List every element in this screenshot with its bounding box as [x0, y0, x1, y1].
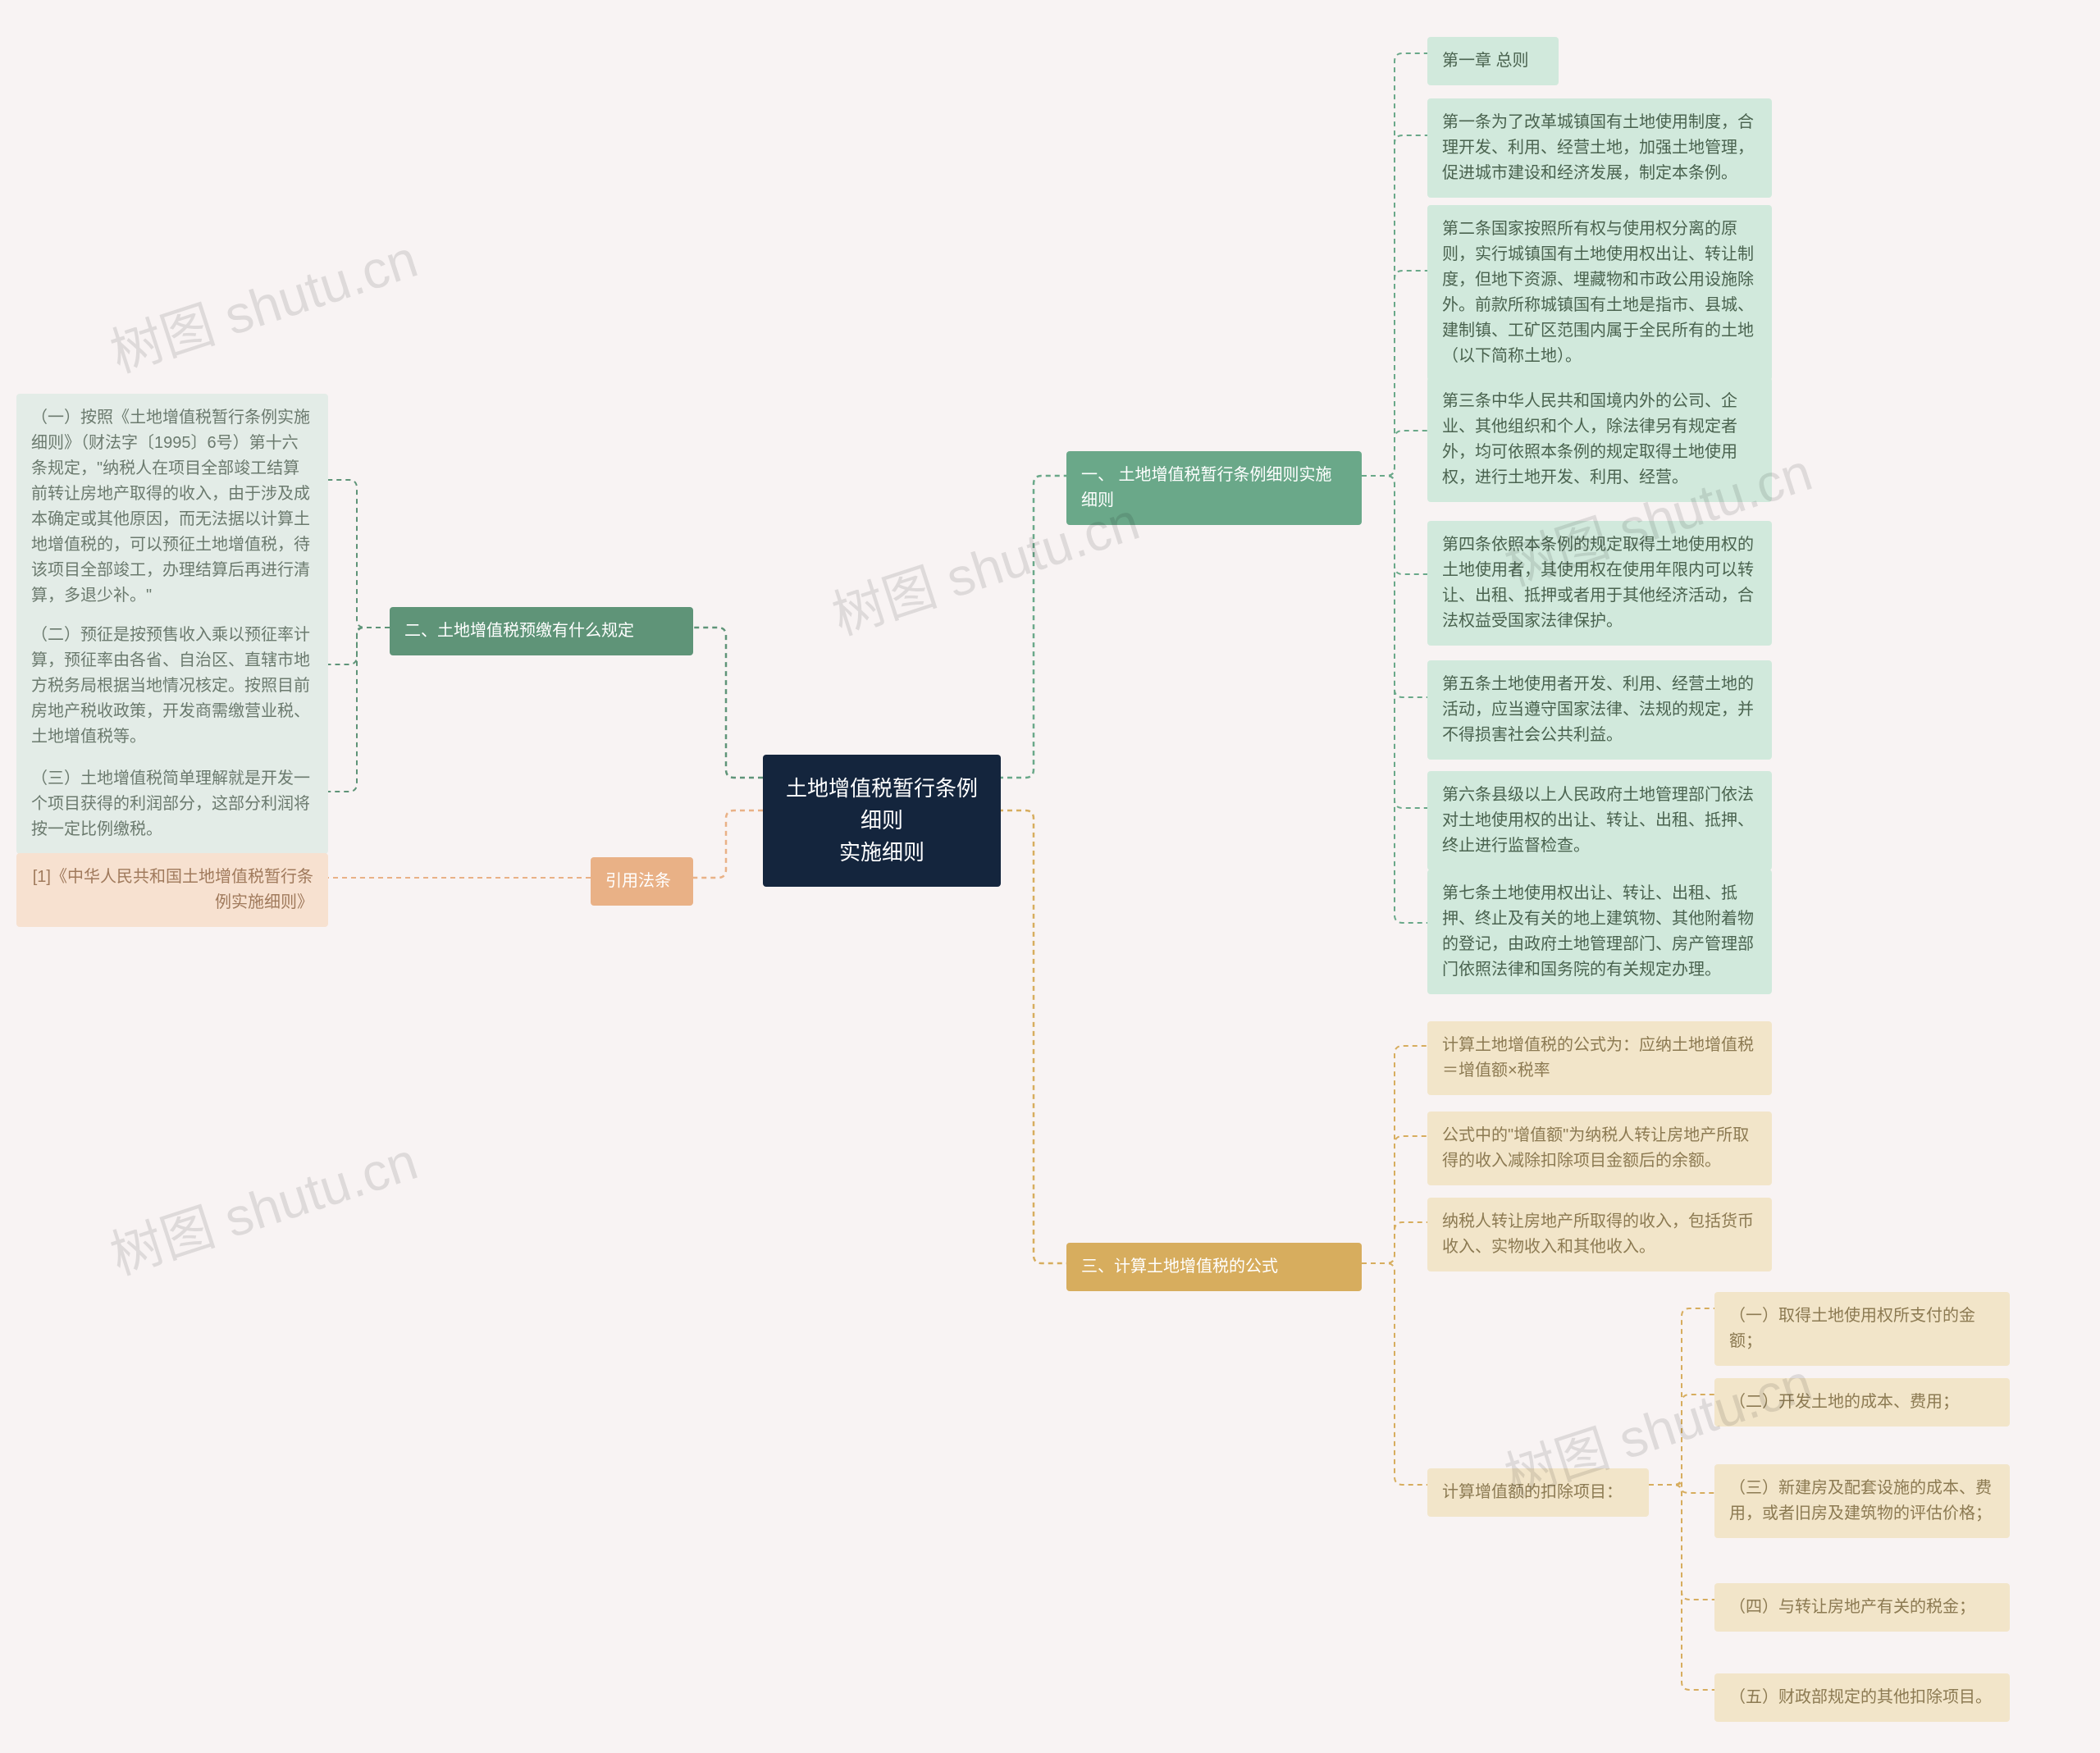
b2-leaf-1: （二）预征是按预售收入乘以预征率计算，预征率由各省、自治区、直辖市地方税务局根据… — [16, 611, 328, 761]
b1-leaf-5: 第五条土地使用者开发、利用、经营土地的活动，应当遵守国家法律、法规的规定，并不得… — [1427, 660, 1772, 760]
b1-leaf-4: 第四条依照本条例的规定取得土地使用权的土地使用者，其使用权在使用年限内可以转让、… — [1427, 521, 1772, 646]
b4-leaf-0: [1]《中华人民共和国土地增值税暂行条例实施细则》 — [16, 853, 328, 927]
b3-leaf-0: 计算土地增值税的公式为：应纳土地增值税＝增值额×税率 — [1427, 1021, 1772, 1095]
b3-sub-0: （一）取得土地使用权所支付的金额； — [1714, 1292, 2010, 1366]
b1-leaf-1: 第一条为了改革城镇国有土地使用制度，合理开发、利用、经营土地，加强土地管理，促进… — [1427, 98, 1772, 198]
branch-1: 一、 土地增值税暂行条例细则实施细则 — [1066, 451, 1362, 525]
b3-sub-2: （三）新建房及配套设施的成本、费用，或者旧房及建筑物的评估价格； — [1714, 1464, 2010, 1538]
b3-sub-3: （四）与转让房地产有关的税金； — [1714, 1583, 2010, 1632]
b1-leaf-0: 第一章 总则 — [1427, 37, 1559, 85]
b1-leaf-2: 第二条国家按照所有权与使用权分离的原则，实行城镇国有土地使用权出让、转让制度，但… — [1427, 205, 1772, 381]
b2-leaf-2: （三）土地增值税简单理解就是开发一个项目获得的利润部分，这部分利润将按一定比例缴… — [16, 755, 328, 854]
b1-leaf-7: 第七条土地使用权出让、转让、出租、抵押、终止及有关的地上建筑物、其他附着物的登记… — [1427, 870, 1772, 994]
b1-leaf-6: 第六条县级以上人民政府土地管理部门依法对土地使用权的出让、转让、出租、抵押、终止… — [1427, 771, 1772, 870]
b3-leaf-3: 计算增值额的扣除项目： — [1427, 1468, 1649, 1517]
branch-4: 引用法条 — [591, 857, 693, 906]
b2-leaf-0: （一）按照《土地增值税暂行条例实施细则》（财法字〔1995〕6号）第十六条规定，… — [16, 394, 328, 620]
b1-leaf-3: 第三条中华人民共和国境内外的公司、企业、其他组织和个人，除法律另有规定者外，均可… — [1427, 377, 1772, 502]
branch-3: 三、计算土地增值税的公式 — [1066, 1243, 1362, 1291]
root-node: 土地增值税暂行条例细则 实施细则 — [763, 755, 1001, 887]
watermark: 树图 shutu.cn — [100, 217, 426, 387]
watermark: 树图 shutu.cn — [100, 1120, 426, 1290]
b3-leaf-1: 公式中的"增值额"为纳税人转让房地产所取得的收入减除扣除项目金额后的余额。 — [1427, 1112, 1772, 1185]
root-line1: 土地增值税暂行条例细则 — [784, 773, 979, 837]
b3-sub-4: （五）财政部规定的其他扣除项目。 — [1714, 1673, 2010, 1722]
branch-2: 二、土地增值税预缴有什么规定 — [390, 607, 693, 655]
b3-sub-1: （二）开发土地的成本、费用； — [1714, 1378, 2010, 1427]
b3-leaf-2: 纳税人转让房地产所取得的收入，包括货币收入、实物收入和其他收入。 — [1427, 1198, 1772, 1271]
root-line2: 实施细则 — [784, 837, 979, 869]
